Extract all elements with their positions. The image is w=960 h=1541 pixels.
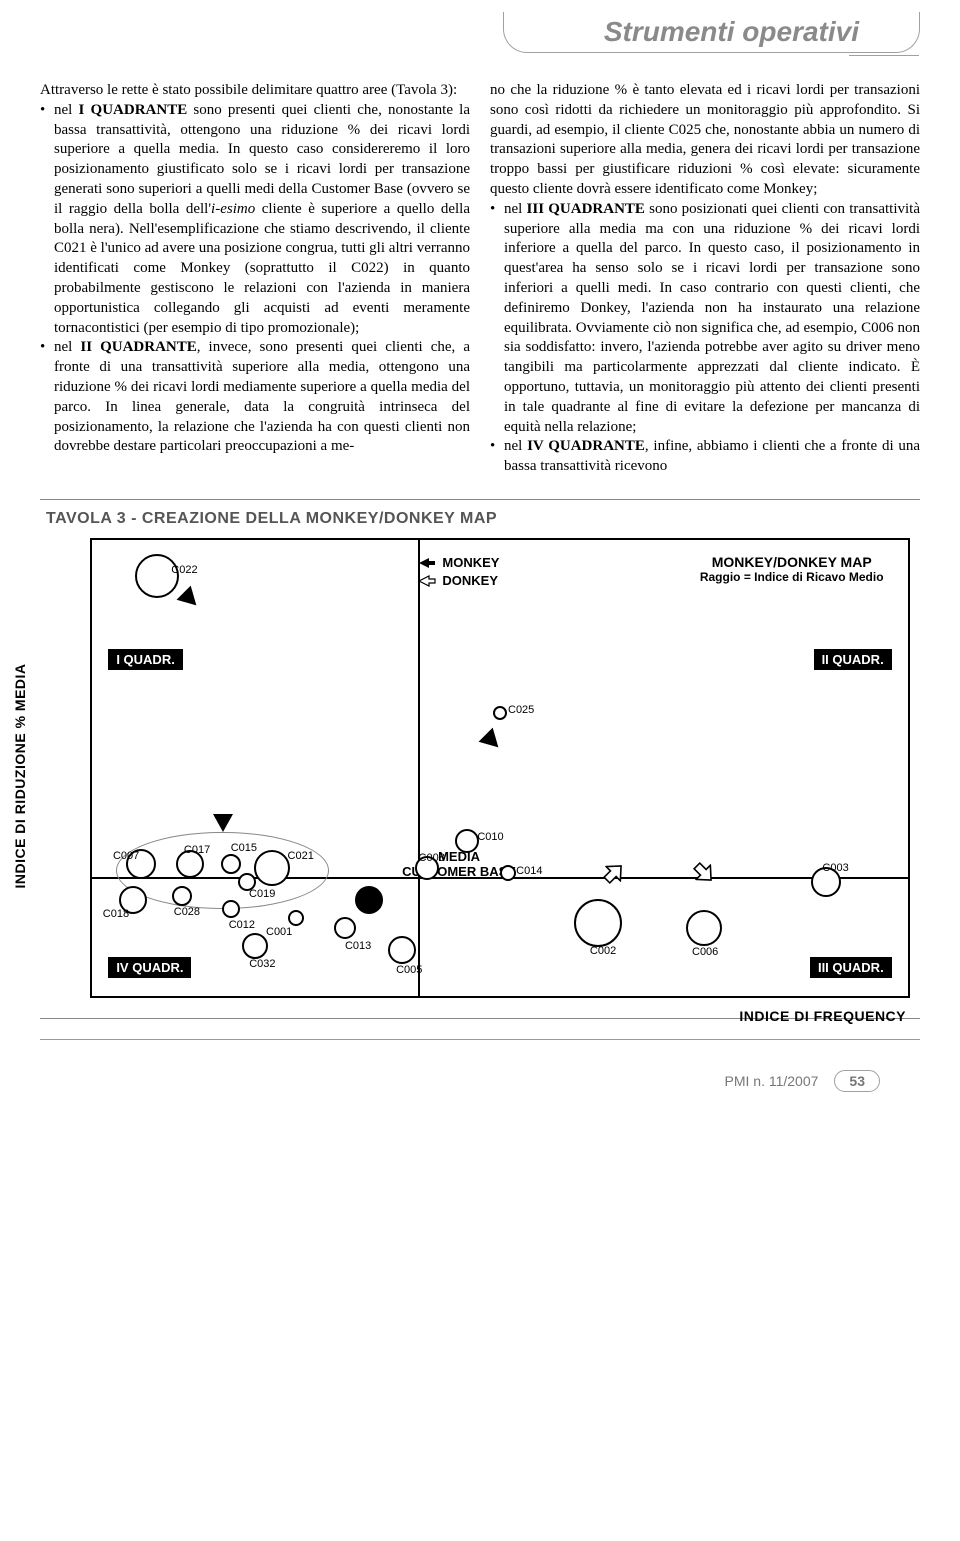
legend-monkey-label: MONKEY <box>442 554 499 572</box>
bubble-label-c007: C007 <box>113 850 139 862</box>
legend-monkey: MONKEY <box>418 554 499 572</box>
bullet-item: nel III QUADRANTE sono posizionati quei … <box>490 200 920 438</box>
legend-block: MONKEY DONKEY <box>418 554 499 590</box>
bubble-label-c003: C003 <box>822 862 848 874</box>
arrow-solid-icon <box>418 556 436 570</box>
bubble-label-c013: C013 <box>345 940 371 952</box>
bubble-c013 <box>334 917 356 939</box>
bubble-label-c025: C025 <box>508 704 534 716</box>
bubble-label-c028: C028 <box>174 906 200 918</box>
plot-frame: I QUADR. II QUADR. III QUADR. IV QUADR. … <box>90 538 910 998</box>
quadrant-4-tag: IV QUADR. <box>108 957 191 978</box>
quadrant-2-tag: II QUADR. <box>814 649 892 670</box>
monkey-arrow-icon <box>176 586 203 613</box>
bubble-label-c018: C018 <box>103 908 129 920</box>
bubble-label-c006: C006 <box>692 946 718 958</box>
bubble-label-c032: C032 <box>249 958 275 970</box>
map-title: MONKEY/DONKEY MAP <box>700 554 884 570</box>
bubble-label-c005: C005 <box>396 964 422 976</box>
bubble-label-c021: C021 <box>288 850 314 862</box>
arrow-outline-icon <box>418 574 436 588</box>
bubble-label-c017: C017 <box>184 844 210 856</box>
figure-wrap: TAVOLA 3 - CREAZIONE DELLA MONKEY/DONKEY… <box>40 499 920 1019</box>
quadrant-1-tag: I QUADR. <box>108 649 183 670</box>
bubble-label-c015: C015 <box>231 842 257 854</box>
right-bullets: nel III QUADRANTE sono posizionati quei … <box>490 200 920 477</box>
chart-area: INDICE DI RIDUZIONE % MEDIA I QUADR. II … <box>50 538 910 998</box>
bubble-c002 <box>574 899 622 947</box>
bubble-label-c014: C014 <box>516 865 542 877</box>
monkey-arrow-icon <box>478 727 505 754</box>
bubble-label-c001: C001 <box>266 926 292 938</box>
bubble-c010 <box>455 829 479 853</box>
donkey-arrow-icon <box>599 857 630 888</box>
bubble-c005 <box>388 936 416 964</box>
left-bullets: nel I QUADRANTE sono presenti quei clien… <box>40 101 470 457</box>
bubble-label-c012: C012 <box>229 919 255 931</box>
bullet-item: nel II QUADRANTE, invece, sono presenti … <box>40 338 470 457</box>
section-title: Strumenti operativi <box>503 12 920 53</box>
donkey-arrow-icon <box>688 857 719 888</box>
map-subtitle: Raggio = Indice di Ricavo Medio <box>700 570 884 584</box>
bubble-c012 <box>222 900 240 918</box>
bubble-c001 <box>288 910 304 926</box>
quadrant-3-tag: III QUADR. <box>810 957 892 978</box>
footer-page: 53 <box>834 1070 880 1092</box>
bubble-label-c019: C019 <box>249 888 275 900</box>
y-axis-label: INDICE DI RIDUZIONE % MEDIA <box>12 663 28 888</box>
bullet-item: nel I QUADRANTE sono presenti quei clien… <box>40 101 470 339</box>
continuation-text: no che la riduzione % è tanto elevata ed… <box>490 81 920 200</box>
column-left: Attraverso le rette è stato possibile de… <box>40 81 470 477</box>
bubble-media <box>355 886 383 914</box>
figure-title: TAVOLA 3 - CREAZIONE DELLA MONKEY/DONKEY… <box>46 510 920 528</box>
bullet-item: nel IV QUADRANTE, infine, abbiamo i clie… <box>490 437 920 477</box>
page-header: Strumenti operativi <box>0 0 960 61</box>
bubble-c021 <box>254 850 290 886</box>
monkey-arrow-icon <box>213 814 233 832</box>
legend-donkey: DONKEY <box>418 572 499 590</box>
bubble-c028 <box>172 886 192 906</box>
median-vline <box>418 540 420 996</box>
intro-text: Attraverso le rette è stato possibile de… <box>40 81 470 101</box>
bubble-label-c022: C022 <box>171 564 197 576</box>
bubble-c015 <box>221 854 241 874</box>
page-footer: PMI n. 11/2007 53 <box>40 1039 920 1110</box>
map-title-block: MONKEY/DONKEY MAP Raggio = Indice di Ric… <box>700 554 884 584</box>
article-body: Attraverso le rette è stato possibile de… <box>0 61 960 487</box>
legend-donkey-label: DONKEY <box>442 572 498 590</box>
bubble-c022 <box>135 554 179 598</box>
bubble-label-c010: C010 <box>477 831 503 843</box>
bubble-c025 <box>493 706 507 720</box>
x-axis-label: INDICE DI FREQUENCY <box>739 1008 906 1024</box>
bubble-c032 <box>242 933 268 959</box>
bubble-label-c002: C002 <box>590 945 616 957</box>
bubble-c006 <box>686 910 722 946</box>
footer-issue: PMI n. 11/2007 <box>725 1073 819 1089</box>
column-right: no che la riduzione % è tanto elevata ed… <box>490 81 920 477</box>
bubble-c014 <box>500 865 516 881</box>
bubble-label-c008: C008 <box>419 852 445 864</box>
